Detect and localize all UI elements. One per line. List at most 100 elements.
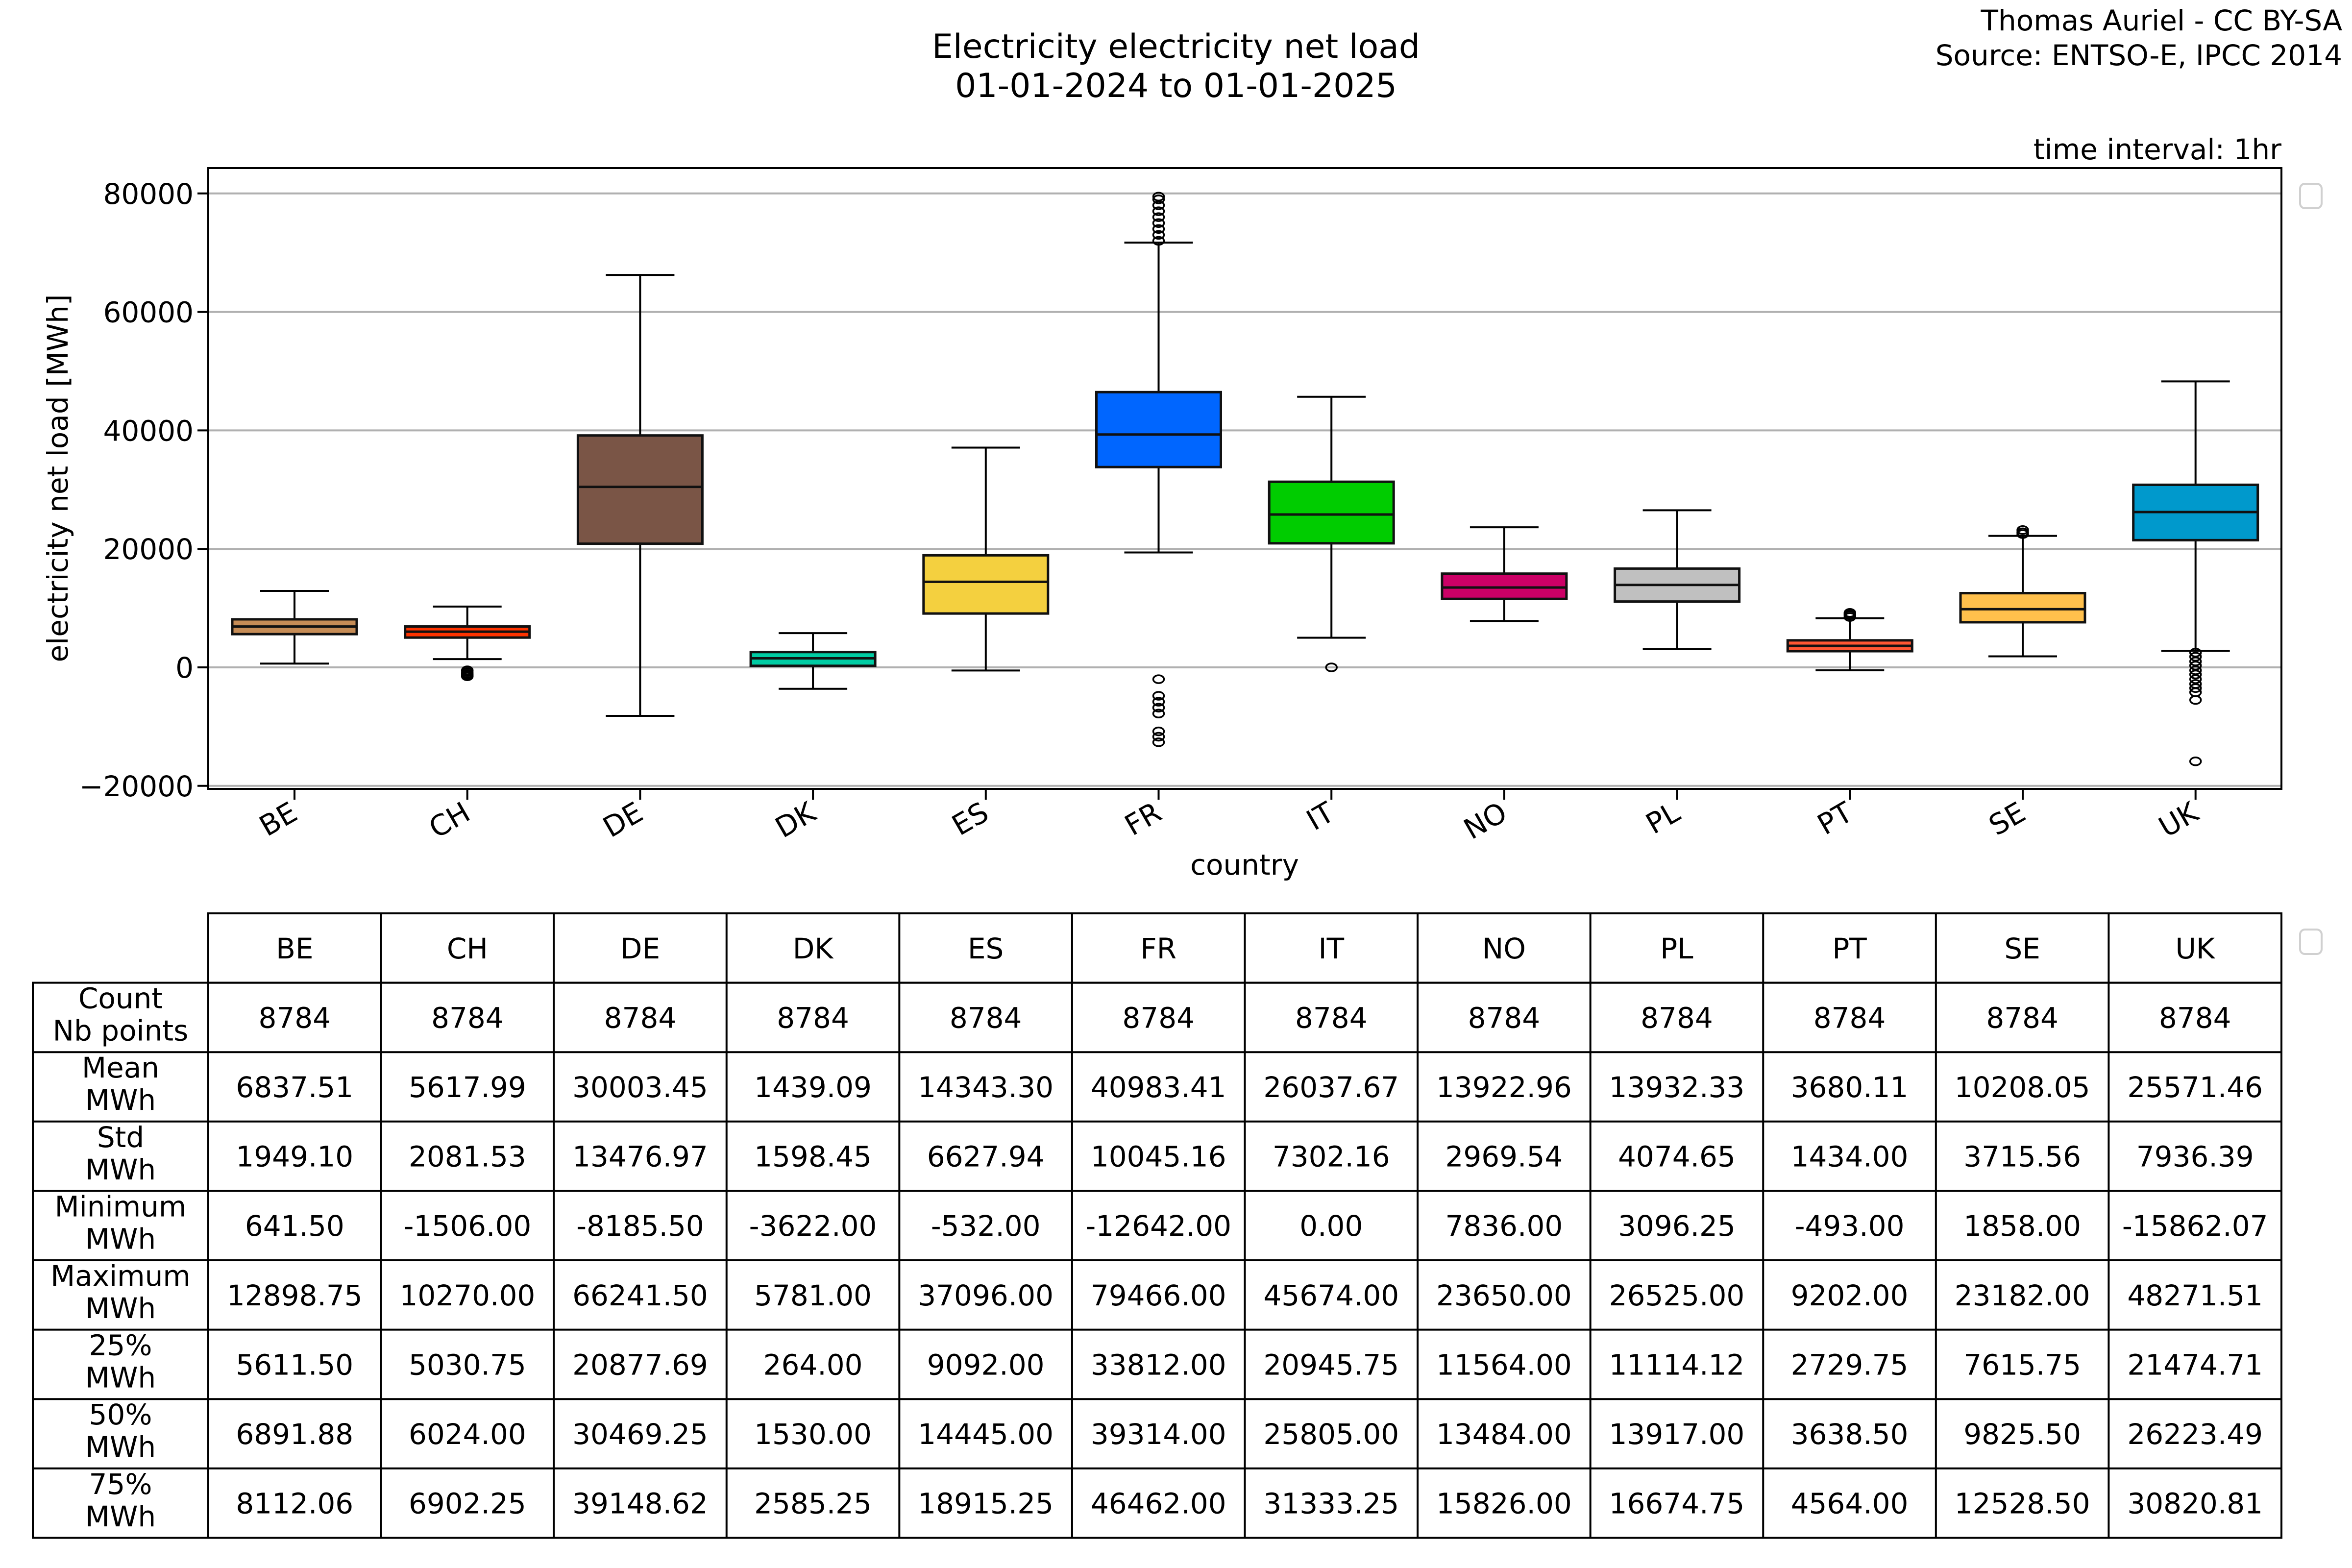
outlier-point <box>1843 608 1857 618</box>
table-cell: 13922.96 <box>1436 1071 1572 1104</box>
table-cell: 14343.30 <box>918 1071 1054 1104</box>
credit-source: Source: ENTSO-E, IPCC 2014 <box>1936 39 2342 72</box>
y-axis: −20000 0 20000 40000 60000 80000 <box>79 177 208 803</box>
table-cell: 5617.99 <box>409 1071 526 1104</box>
box-it <box>1268 395 1395 672</box>
table-row-unit: MWh <box>85 1153 156 1186</box>
table-cell: 10045.16 <box>1091 1140 1226 1174</box>
table-cell: -3622.00 <box>749 1209 877 1243</box>
grid-lines <box>208 192 2281 787</box>
table-column-header: SE <box>2004 932 2040 965</box>
plot-frame <box>207 167 2282 790</box>
table-cell: 1858.00 <box>1963 1209 2081 1243</box>
table-cell: 11564.00 <box>1436 1348 1572 1381</box>
outlier-point <box>1152 206 1165 216</box>
table-cell: 48271.51 <box>2127 1279 2263 1312</box>
table-row-label: 25% <box>89 1329 152 1362</box>
table-column-header: PT <box>1832 932 1867 965</box>
outlier-point <box>1152 218 1165 228</box>
table-column-header: DK <box>793 932 834 965</box>
y-tick-label: 60000 <box>103 296 194 329</box>
table-cell: 5030.75 <box>409 1348 526 1381</box>
table-cell: 0.00 <box>1299 1209 1363 1243</box>
table-row-unit: MWh <box>85 1083 156 1117</box>
table-column-header: UK <box>2175 932 2215 965</box>
outlier-point <box>1152 737 1165 747</box>
table-column-header: PL <box>1660 932 1693 965</box>
outlier-point <box>1152 709 1165 719</box>
table-cell: 8784 <box>1468 1001 1541 1034</box>
table-cell: 6837.51 <box>236 1071 353 1104</box>
table-column-header: CH <box>447 932 488 965</box>
outlier-point <box>1152 192 1165 202</box>
table-cell: 10270.00 <box>400 1279 536 1312</box>
outlier-point <box>2016 525 2029 535</box>
table-cell: 1949.10 <box>236 1140 353 1174</box>
table-cell: 14445.00 <box>918 1418 1054 1451</box>
outlier-point <box>1152 697 1165 707</box>
outlier-point <box>2189 669 2202 680</box>
table-cell: 264.00 <box>763 1348 863 1381</box>
outlier-point <box>2189 757 2202 766</box>
table-cell: 13484.00 <box>1436 1418 1572 1451</box>
outlier-point <box>461 671 474 681</box>
outlier-point <box>1152 195 1165 204</box>
table-cell: 9092.00 <box>927 1348 1045 1381</box>
box-iqr <box>576 434 704 545</box>
table-cell: 2585.25 <box>754 1487 872 1520</box>
y-tick-label: 0 <box>175 651 194 685</box>
box-se <box>1959 525 2086 658</box>
table-cell: 8784 <box>1813 1001 1886 1034</box>
table-cell: 31333.25 <box>1263 1487 1399 1520</box>
box-iqr <box>1441 572 1568 600</box>
outlier-point <box>1152 691 1165 701</box>
box-pl <box>1614 509 1741 650</box>
table-row-label: 50% <box>89 1398 152 1431</box>
table-cell: 7302.16 <box>1273 1140 1390 1174</box>
outlier-point <box>1152 224 1165 234</box>
table-column-header: FR <box>1140 932 1176 965</box>
table-cell: 8784 <box>1295 1001 1368 1034</box>
table-cell: 30469.25 <box>572 1418 708 1451</box>
outlier-point <box>2189 683 2202 693</box>
table-cell: 5611.50 <box>236 1348 353 1381</box>
box-pt <box>1786 608 1913 671</box>
outlier-point <box>2189 695 2202 705</box>
table-cell: 4074.65 <box>1618 1140 1736 1174</box>
table-cell: 6024.00 <box>409 1418 526 1451</box>
outlier-point <box>1152 703 1165 712</box>
table-cell: 641.50 <box>245 1209 344 1243</box>
table-cell: -12642.00 <box>1085 1209 1231 1243</box>
table-cell: 13476.97 <box>572 1140 708 1174</box>
table-cell: 18915.25 <box>918 1487 1054 1520</box>
box-iqr <box>1095 391 1222 468</box>
table-cell: 2729.75 <box>1791 1348 1909 1381</box>
table-cell: 26223.49 <box>2127 1418 2263 1451</box>
credit-author: Thomas Auriel - CC BY-SA <box>1981 4 2343 37</box>
table-cell: 45674.00 <box>1263 1279 1399 1312</box>
table-cell: -1506.00 <box>403 1209 531 1243</box>
table-row-label: Std <box>97 1121 144 1154</box>
table-cell: 6902.25 <box>409 1487 526 1520</box>
outlier-point <box>1152 212 1165 222</box>
outlier-point <box>1152 732 1165 742</box>
outlier-point <box>2189 652 2202 662</box>
table-cell: 33812.00 <box>1091 1348 1226 1381</box>
y-tick-label: −20000 <box>79 770 194 803</box>
table-row-unit: MWh <box>85 1430 156 1464</box>
table-cell: 1598.45 <box>754 1140 872 1174</box>
outlier-point <box>1152 230 1165 240</box>
outlier-point <box>1325 662 1338 672</box>
table-cell: 25571.46 <box>2127 1071 2263 1104</box>
legend-box-table <box>2299 929 2323 955</box>
table-cell: 5781.00 <box>754 1279 872 1312</box>
chart-title-line2: 01-01-2024 to 01-01-2025 <box>955 67 1397 105</box>
y-tick-label: 80000 <box>103 177 194 211</box>
table-cell: 66241.50 <box>572 1279 708 1312</box>
table-column-header: BE <box>276 932 313 965</box>
table-cell: 23650.00 <box>1436 1279 1572 1312</box>
table-cell: 15826.00 <box>1436 1487 1572 1520</box>
